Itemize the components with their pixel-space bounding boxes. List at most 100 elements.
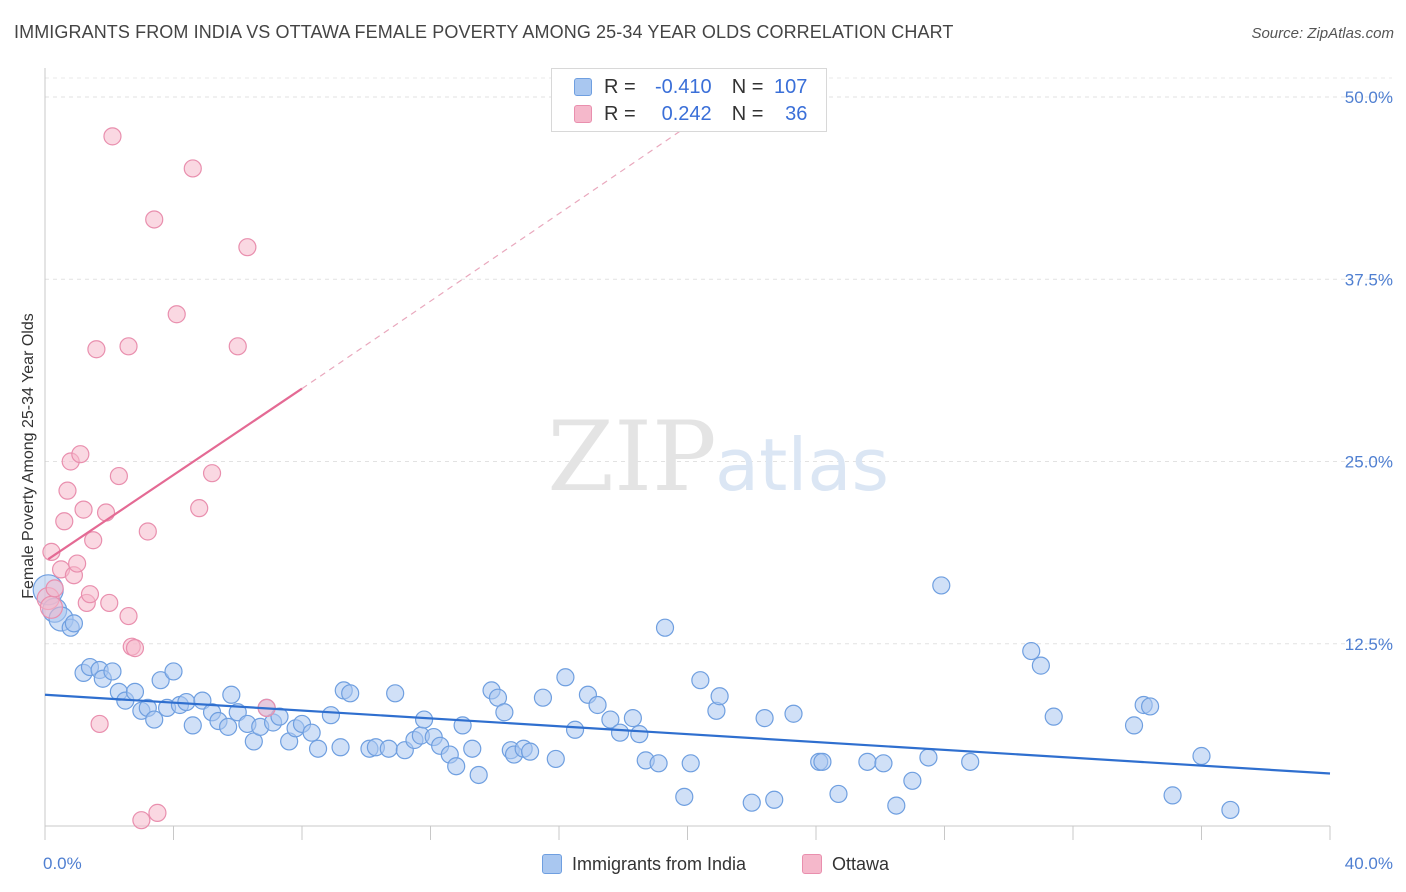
india-point bbox=[331, 738, 350, 757]
india-point bbox=[675, 787, 694, 806]
india-point bbox=[1140, 697, 1160, 716]
india-point bbox=[610, 723, 630, 742]
india-point bbox=[183, 716, 202, 735]
legend-n-value: 36 bbox=[785, 102, 808, 125]
bottom-legend-label-ottawa: Ottawa bbox=[832, 853, 890, 874]
legend-swatch-india bbox=[574, 78, 592, 96]
india-point bbox=[623, 709, 642, 728]
india-point bbox=[469, 765, 488, 785]
source-note: Source: ZipAtlas.com bbox=[1251, 25, 1394, 42]
ottawa-point bbox=[132, 811, 151, 830]
india-point bbox=[1124, 716, 1144, 735]
india-point bbox=[1044, 707, 1063, 726]
india-point bbox=[919, 748, 938, 767]
india-point bbox=[321, 706, 341, 725]
india-point bbox=[784, 704, 803, 723]
india-point bbox=[829, 784, 848, 804]
india-point bbox=[495, 703, 514, 722]
watermark-zip: ZIP bbox=[547, 401, 716, 513]
india-point bbox=[228, 703, 247, 722]
ottawa-point bbox=[39, 595, 64, 619]
india-point bbox=[447, 757, 466, 776]
india-point bbox=[903, 771, 922, 790]
correlation-legend: R = -0.410 N = 107 R = 0.242 N = 36 bbox=[551, 68, 827, 132]
ottawa-point bbox=[96, 503, 116, 522]
india-point bbox=[125, 682, 145, 701]
ottawa-point bbox=[100, 593, 119, 613]
ottawa-point bbox=[183, 159, 202, 178]
ottawa-point bbox=[74, 500, 93, 519]
india-point bbox=[858, 752, 877, 771]
india-point bbox=[151, 671, 170, 690]
india-point bbox=[813, 752, 832, 771]
india-point bbox=[742, 793, 761, 812]
india-point bbox=[145, 710, 164, 729]
india-point bbox=[601, 710, 620, 729]
legend-r-label: R = bbox=[604, 75, 636, 98]
india-point bbox=[588, 695, 607, 715]
india-point bbox=[556, 668, 575, 687]
y-tick-label: 25.0% bbox=[1345, 453, 1393, 472]
legend-n-value: 107 bbox=[774, 75, 808, 98]
axes bbox=[44, 68, 1331, 840]
india-point bbox=[1221, 800, 1240, 820]
ottawa-point bbox=[145, 210, 164, 229]
ottawa-point bbox=[238, 238, 257, 257]
legend-r-label: R = bbox=[604, 102, 636, 125]
india-point bbox=[1031, 656, 1050, 675]
ottawa-point bbox=[58, 481, 77, 500]
india-point bbox=[755, 709, 774, 728]
india-point bbox=[308, 739, 328, 758]
india-point bbox=[1022, 641, 1041, 661]
india-point bbox=[932, 576, 951, 595]
india-point bbox=[219, 717, 238, 736]
tick-labels: 12.5% 25.0% 37.5% 50.0% 0.0% 40.0% bbox=[43, 88, 1393, 873]
india-point bbox=[546, 749, 565, 769]
ottawa-point bbox=[80, 585, 100, 604]
india-point bbox=[1192, 746, 1211, 766]
ottawa-point bbox=[119, 606, 138, 626]
legend-swatch-ottawa bbox=[574, 105, 592, 123]
ottawa-point bbox=[71, 445, 90, 464]
india-point bbox=[887, 796, 906, 815]
india-point bbox=[691, 671, 710, 690]
india-point bbox=[341, 684, 360, 703]
legend-row-india: R = -0.410 N = 107 bbox=[574, 75, 807, 99]
india-point bbox=[710, 687, 729, 706]
india-point bbox=[222, 685, 241, 704]
india-point bbox=[103, 662, 122, 681]
ottawa-point bbox=[125, 639, 145, 658]
ottawa-point bbox=[87, 340, 106, 359]
india-point bbox=[302, 723, 321, 742]
x-tick-label: 0.0% bbox=[43, 854, 82, 873]
ottawa-point bbox=[103, 127, 122, 146]
y-tick-label: 37.5% bbox=[1345, 270, 1393, 289]
india-point bbox=[765, 790, 784, 809]
india-point bbox=[520, 742, 540, 761]
bottom-legend-ottawa: Ottawa bbox=[802, 852, 889, 876]
y-tick-label: 12.5% bbox=[1345, 635, 1393, 654]
ottawa-point bbox=[228, 337, 247, 356]
ottawa-point bbox=[138, 522, 157, 541]
india-point bbox=[463, 739, 482, 758]
gridlines bbox=[45, 77, 1392, 645]
india-point bbox=[64, 614, 84, 633]
india-point bbox=[379, 739, 398, 758]
ottawa-point bbox=[55, 512, 74, 531]
india-point bbox=[681, 754, 700, 773]
ottawa-point bbox=[190, 499, 209, 518]
y-axis-label: Female Poverty Among 25-34 Year Olds bbox=[20, 313, 37, 599]
india-point bbox=[386, 684, 405, 703]
ottawa-point bbox=[68, 554, 87, 573]
legend-n-label: N = bbox=[731, 75, 764, 98]
ottawa-point bbox=[167, 305, 186, 324]
ottawa-trend-extension bbox=[301, 125, 688, 390]
ottawa-point bbox=[45, 579, 64, 598]
data-points bbox=[32, 127, 1240, 830]
ottawa-point bbox=[119, 337, 138, 356]
bottom-legend-label-india: Immigrants from India bbox=[572, 853, 747, 874]
bottom-legend-swatch-ottawa bbox=[802, 854, 822, 874]
india-point bbox=[533, 688, 553, 707]
india-point bbox=[874, 754, 893, 773]
